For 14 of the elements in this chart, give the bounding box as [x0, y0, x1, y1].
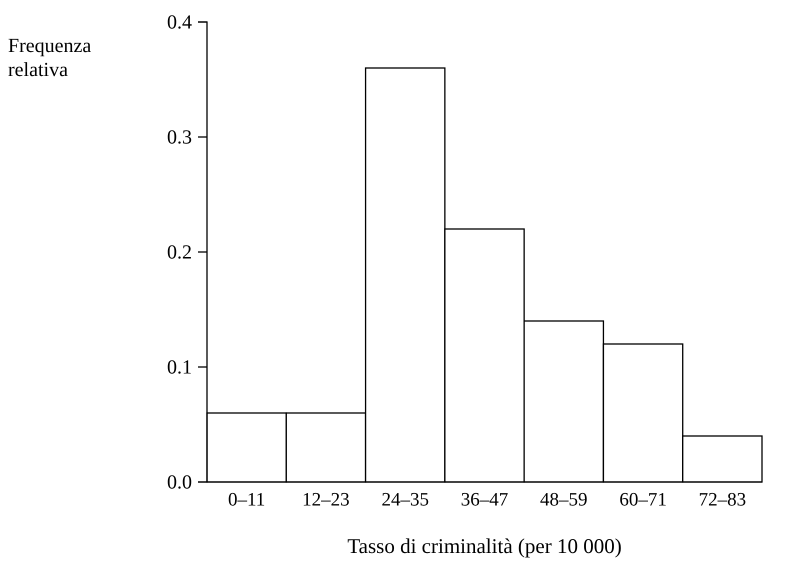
x-tick-label: 48–59 — [540, 489, 588, 510]
y-tick-label: 0.3 — [167, 126, 192, 148]
x-tick-label: 60–71 — [619, 489, 667, 510]
x-axis-title: Tasso di criminalità (per 10 000) — [347, 534, 622, 558]
x-tick-label: 0–11 — [228, 489, 266, 510]
y-tick-label: 0.1 — [167, 356, 192, 378]
x-tick-label: 12–23 — [302, 489, 350, 510]
x-tick-label: 72–83 — [698, 489, 746, 510]
y-axis-title: Frequenza relativa — [8, 35, 92, 81]
y-tick-label: 0.4 — [167, 11, 192, 34]
x-tick-label: 36–47 — [460, 489, 508, 510]
y-tick-label: 0.0 — [167, 471, 192, 494]
x-tick-label: 24–35 — [381, 489, 429, 510]
y-tick-label: 0.2 — [167, 241, 192, 264]
